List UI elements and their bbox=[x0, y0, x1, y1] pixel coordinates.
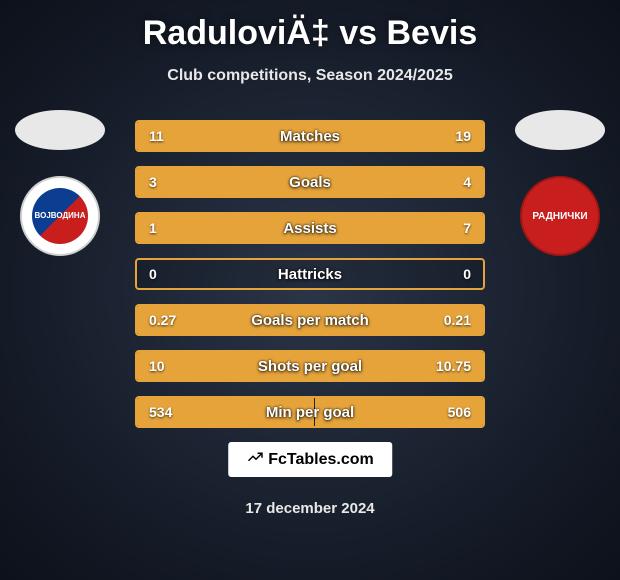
stat-row: 3 4 Goals bbox=[135, 166, 485, 198]
stat-value-right: 10.75 bbox=[436, 358, 471, 374]
chart-icon bbox=[246, 448, 264, 471]
club-crest-right: РАДНИЧКИ bbox=[520, 176, 600, 256]
stats-container: 11 19 Matches 3 4 Goals 1 7 Assists 0 0 Hattricks 0.… bbox=[135, 120, 485, 428]
stat-value-left: 10 bbox=[149, 358, 165, 374]
stat-value-right: 7 bbox=[463, 220, 471, 236]
stat-row: 0.27 0.21 Goals per match bbox=[135, 304, 485, 336]
stat-value-left: 3 bbox=[149, 174, 157, 190]
date-text: 17 december 2024 bbox=[245, 500, 374, 517]
stat-value-left: 1 bbox=[149, 220, 157, 236]
stat-row: 534 506 Min per goal bbox=[135, 396, 485, 428]
stat-value-right: 19 bbox=[455, 128, 471, 144]
stat-row: 11 19 Matches bbox=[135, 120, 485, 152]
stat-row: 1 7 Assists bbox=[135, 212, 485, 244]
stat-fill-left bbox=[137, 214, 180, 242]
stat-row: 0 0 Hattricks bbox=[135, 258, 485, 290]
stat-value-right: 506 bbox=[448, 404, 471, 420]
player-left-column: ВОЈВОДИНА bbox=[0, 110, 120, 256]
logo-text: FcTables.com bbox=[268, 451, 374, 469]
crest-right-label: РАДНИЧКИ bbox=[532, 211, 587, 222]
club-crest-left: ВОЈВОДИНА bbox=[20, 176, 100, 256]
crest-left-label: ВОЈВОДИНА bbox=[32, 188, 88, 244]
stat-label: Shots per goal bbox=[258, 358, 362, 375]
stat-value-left: 0.27 bbox=[149, 312, 176, 328]
fctables-logo[interactable]: FcTables.com bbox=[228, 442, 392, 477]
stat-value-right: 0 bbox=[463, 266, 471, 282]
stat-value-right: 0.21 bbox=[444, 312, 471, 328]
page-title: RaduloviÄ‡ vs Bevis bbox=[0, 0, 620, 53]
stat-fill-left bbox=[137, 168, 285, 196]
subtitle: Club competitions, Season 2024/2025 bbox=[0, 67, 620, 85]
stat-value-right: 4 bbox=[463, 174, 471, 190]
avatar-placeholder-right bbox=[515, 110, 605, 150]
player-right-column: РАДНИЧКИ bbox=[500, 110, 620, 256]
stat-label: Goals bbox=[289, 174, 331, 191]
avatar-placeholder-left bbox=[15, 110, 105, 150]
stat-label: Hattricks bbox=[278, 266, 342, 283]
stat-value-left: 534 bbox=[149, 404, 172, 420]
stat-row: 10 10.75 Shots per goal bbox=[135, 350, 485, 382]
stat-value-left: 0 bbox=[149, 266, 157, 282]
stat-label: Assists bbox=[283, 220, 336, 237]
stat-label: Goals per match bbox=[251, 312, 369, 329]
stat-value-left: 11 bbox=[149, 128, 164, 144]
stat-label: Min per goal bbox=[266, 404, 354, 421]
stat-label: Matches bbox=[280, 128, 340, 145]
